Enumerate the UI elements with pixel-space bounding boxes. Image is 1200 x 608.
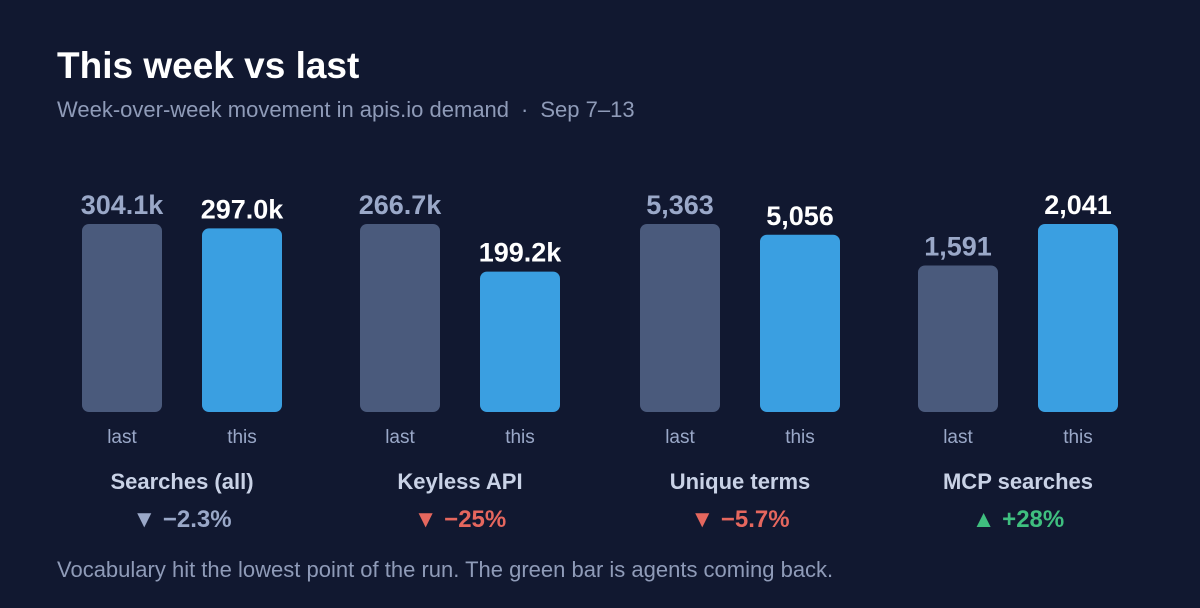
subtitle-text: Week-over-week movement in apis.io deman… xyxy=(57,97,510,122)
metric-label-4: MCP searches xyxy=(943,469,1093,494)
value-label-last-1: 304.1k xyxy=(81,190,165,220)
bar-this-4 xyxy=(1038,224,1118,412)
chart-title: This week vs last xyxy=(57,45,360,86)
change-label-3: ▼ −5.7% xyxy=(690,506,789,533)
bar-last-1 xyxy=(82,224,162,412)
value-label-last-3: 5,363 xyxy=(646,190,714,220)
value-label-last-4: 1,591 xyxy=(924,231,992,261)
bar-this-2 xyxy=(480,271,560,412)
bar-this-1 xyxy=(202,228,282,412)
date-range: Sep 7–13 xyxy=(540,97,635,122)
period-label-this-2: this xyxy=(505,427,535,448)
value-label-this-2: 199.2k xyxy=(479,238,563,268)
bar-last-4 xyxy=(918,265,998,412)
period-label-last-3: last xyxy=(665,427,695,448)
period-label-last-2: last xyxy=(385,427,415,448)
metric-label-2: Keyless API xyxy=(397,469,522,494)
bar-last-2 xyxy=(360,224,440,412)
period-label-this-4: this xyxy=(1063,427,1093,448)
value-label-this-1: 297.0k xyxy=(201,194,285,224)
value-label-this-3: 5,056 xyxy=(766,201,834,231)
period-label-this-3: this xyxy=(785,427,815,448)
bar-last-3 xyxy=(640,224,720,412)
subtitle-separator: · xyxy=(521,97,529,122)
period-label-this-1: this xyxy=(227,427,257,448)
metric-label-1: Searches (all) xyxy=(110,469,253,494)
chart-subtitle: Week-over-week movement in apis.io deman… xyxy=(57,96,635,124)
value-label-this-4: 2,041 xyxy=(1044,190,1112,220)
bar-this-3 xyxy=(760,234,840,412)
period-label-last-4: last xyxy=(943,427,973,448)
chart-footnote: Vocabulary hit the lowest point of the r… xyxy=(57,557,834,582)
change-label-2: ▼ −25% xyxy=(414,506,506,533)
metric-label-3: Unique terms xyxy=(670,469,811,494)
value-label-last-2: 266.7k xyxy=(359,190,443,220)
change-label-4: ▲ +28% xyxy=(972,506,1064,533)
change-label-1: ▼ −2.3% xyxy=(132,506,231,533)
period-label-last-1: last xyxy=(107,427,137,448)
